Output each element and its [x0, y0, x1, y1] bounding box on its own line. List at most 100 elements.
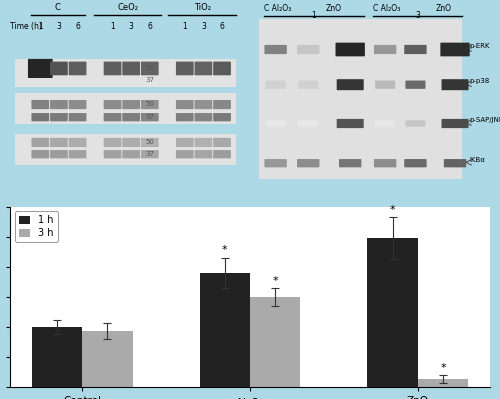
Text: p-SAP/JNK: p-SAP/JNK — [469, 117, 500, 123]
Text: *: * — [272, 276, 278, 286]
FancyBboxPatch shape — [264, 45, 287, 54]
Text: 3: 3 — [56, 22, 62, 32]
FancyBboxPatch shape — [176, 113, 194, 121]
FancyBboxPatch shape — [266, 81, 285, 89]
FancyBboxPatch shape — [122, 61, 140, 75]
FancyBboxPatch shape — [374, 45, 396, 54]
FancyBboxPatch shape — [339, 159, 361, 167]
FancyBboxPatch shape — [14, 93, 236, 124]
FancyBboxPatch shape — [68, 113, 86, 121]
FancyBboxPatch shape — [176, 138, 194, 147]
FancyBboxPatch shape — [336, 43, 365, 56]
Text: 37: 37 — [145, 151, 154, 157]
FancyBboxPatch shape — [442, 119, 468, 128]
FancyBboxPatch shape — [375, 120, 395, 127]
FancyBboxPatch shape — [32, 100, 49, 109]
FancyBboxPatch shape — [50, 113, 68, 121]
FancyBboxPatch shape — [336, 119, 363, 128]
FancyBboxPatch shape — [122, 150, 140, 158]
Text: 50: 50 — [145, 138, 154, 144]
FancyBboxPatch shape — [122, 113, 140, 121]
FancyBboxPatch shape — [406, 81, 425, 89]
Text: C Al₂O₃: C Al₂O₃ — [374, 4, 400, 14]
Bar — [32, 327, 82, 387]
Text: *: * — [440, 363, 446, 373]
Bar — [418, 379, 468, 387]
FancyBboxPatch shape — [194, 138, 212, 147]
Text: 1: 1 — [110, 22, 115, 32]
FancyBboxPatch shape — [194, 61, 212, 75]
FancyBboxPatch shape — [176, 100, 194, 109]
FancyBboxPatch shape — [141, 138, 158, 147]
Text: p-p38: p-p38 — [469, 78, 490, 84]
Text: 1: 1 — [312, 11, 316, 20]
Text: *: * — [222, 245, 228, 255]
FancyBboxPatch shape — [298, 81, 318, 89]
FancyBboxPatch shape — [68, 100, 86, 109]
Text: 1: 1 — [38, 22, 42, 32]
FancyBboxPatch shape — [141, 113, 158, 121]
FancyBboxPatch shape — [68, 61, 86, 75]
FancyBboxPatch shape — [213, 138, 231, 147]
Text: 6: 6 — [75, 22, 80, 32]
FancyBboxPatch shape — [104, 100, 122, 109]
Text: ZnO: ZnO — [436, 4, 452, 14]
FancyBboxPatch shape — [264, 159, 287, 167]
Bar — [200, 273, 250, 387]
FancyBboxPatch shape — [141, 61, 158, 75]
FancyBboxPatch shape — [68, 150, 86, 158]
FancyBboxPatch shape — [297, 45, 320, 54]
FancyBboxPatch shape — [194, 113, 212, 121]
Text: *: * — [390, 205, 396, 215]
Text: C: C — [55, 4, 60, 12]
FancyBboxPatch shape — [122, 100, 140, 109]
Text: 1: 1 — [182, 22, 187, 32]
FancyBboxPatch shape — [50, 61, 68, 75]
FancyBboxPatch shape — [336, 79, 363, 90]
FancyBboxPatch shape — [32, 150, 49, 158]
Bar — [250, 297, 300, 387]
Bar — [82, 331, 132, 387]
FancyBboxPatch shape — [50, 150, 68, 158]
FancyBboxPatch shape — [122, 138, 140, 147]
Text: C Al₂O₃: C Al₂O₃ — [264, 4, 291, 14]
Text: CeO₂: CeO₂ — [117, 4, 138, 12]
FancyBboxPatch shape — [404, 45, 426, 54]
FancyBboxPatch shape — [194, 150, 212, 158]
Text: 37: 37 — [145, 114, 154, 120]
Text: 50: 50 — [145, 101, 154, 107]
Text: 3: 3 — [128, 22, 134, 32]
FancyBboxPatch shape — [32, 138, 49, 147]
Bar — [368, 239, 418, 387]
FancyBboxPatch shape — [213, 150, 231, 158]
Text: Time (h): Time (h) — [10, 22, 42, 32]
FancyBboxPatch shape — [32, 113, 49, 121]
Text: 50: 50 — [145, 65, 154, 71]
FancyBboxPatch shape — [28, 59, 52, 78]
FancyBboxPatch shape — [14, 59, 236, 87]
FancyBboxPatch shape — [50, 138, 68, 147]
FancyBboxPatch shape — [104, 150, 122, 158]
FancyBboxPatch shape — [297, 159, 320, 167]
FancyBboxPatch shape — [213, 61, 231, 75]
FancyBboxPatch shape — [104, 61, 122, 75]
FancyBboxPatch shape — [176, 61, 194, 75]
FancyBboxPatch shape — [213, 113, 231, 121]
Text: 37: 37 — [145, 77, 154, 83]
Text: TiO₂: TiO₂ — [194, 4, 210, 12]
FancyBboxPatch shape — [104, 138, 122, 147]
FancyBboxPatch shape — [14, 134, 236, 165]
FancyBboxPatch shape — [176, 150, 194, 158]
Text: 3: 3 — [416, 11, 420, 20]
FancyBboxPatch shape — [440, 43, 470, 56]
Text: 6: 6 — [148, 22, 152, 32]
Text: ZnO: ZnO — [326, 4, 342, 14]
FancyBboxPatch shape — [404, 159, 426, 167]
Legend: 1 h, 3 h: 1 h, 3 h — [15, 211, 58, 242]
FancyBboxPatch shape — [50, 100, 68, 109]
FancyBboxPatch shape — [68, 138, 86, 147]
FancyBboxPatch shape — [194, 100, 212, 109]
Text: IKBα: IKBα — [469, 156, 485, 163]
Text: 6: 6 — [220, 22, 224, 32]
FancyBboxPatch shape — [260, 19, 462, 180]
